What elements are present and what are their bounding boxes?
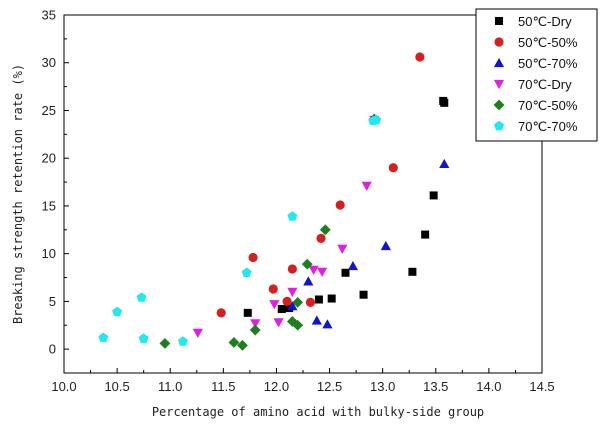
data-point (241, 267, 252, 277)
data-point (380, 240, 391, 251)
data-point (250, 319, 261, 329)
data-point (112, 306, 123, 317)
y-tick-label: 15 (42, 198, 56, 213)
data-point (308, 265, 319, 275)
legend-label: 70℃-50% (518, 98, 578, 113)
legend-marker (494, 37, 504, 47)
x-tick-label: 10.5 (104, 379, 129, 394)
legend-box (475, 8, 598, 142)
data-point (429, 191, 438, 200)
data-point (237, 339, 248, 351)
data-point (303, 276, 314, 286)
data-point (439, 158, 450, 169)
legend-marker (493, 79, 505, 90)
data-point (305, 297, 316, 307)
data-point (337, 244, 348, 254)
data-point (287, 301, 298, 311)
y-tick-label: 10 (42, 246, 56, 261)
data-point (311, 315, 322, 325)
data-point (243, 308, 252, 317)
y-tick-label: 35 (42, 8, 56, 23)
data-point (301, 258, 313, 270)
x-tick-label: 10.0 (51, 379, 76, 394)
data-point (341, 268, 350, 277)
data-point (314, 295, 323, 304)
x-tick-label: 13.0 (370, 379, 395, 394)
legend-label: 50℃-70% (518, 56, 578, 71)
data-point (292, 319, 304, 331)
series-2 (287, 158, 450, 329)
data-point (248, 252, 258, 263)
data-point (98, 332, 109, 342)
data-point (277, 305, 286, 314)
y-tick-label: 20 (42, 151, 56, 166)
data-point (138, 333, 149, 343)
data-point (316, 233, 326, 243)
data-point (317, 267, 328, 277)
plot-frame (63, 14, 543, 374)
legend-label: 70℃-70% (518, 119, 578, 134)
x-tick-label: 12.0 (264, 379, 289, 394)
data-point (192, 328, 203, 339)
legend-marker (493, 99, 505, 111)
legend-label: 50℃-Dry (518, 14, 572, 29)
data-point (408, 267, 417, 276)
data-point (371, 114, 382, 125)
series-4 (159, 113, 380, 351)
legend-label: 70℃-Dry (518, 77, 572, 92)
data-point (322, 319, 333, 329)
data-point (359, 290, 368, 299)
data-point (159, 338, 171, 349)
legend-marker (494, 120, 504, 131)
data-point (287, 211, 298, 221)
legend-label: 50℃-50% (518, 35, 578, 50)
data-point (292, 296, 304, 308)
legend-marker (493, 57, 505, 68)
data-point (287, 287, 298, 297)
data-point (319, 224, 331, 236)
data-point (287, 264, 297, 274)
data-point (388, 163, 398, 173)
series-3 (192, 115, 380, 339)
data-point (282, 296, 292, 306)
data-point (415, 52, 425, 62)
data-point (421, 230, 430, 239)
data-point (136, 292, 147, 302)
data-point (228, 337, 240, 348)
data-point (178, 336, 188, 346)
data-point (216, 308, 226, 318)
legend-marker (495, 17, 503, 25)
x-tick-label: 11.5 (211, 379, 235, 394)
series-1 (216, 52, 425, 318)
x-tick-label: 12.5 (317, 379, 342, 394)
data-point (440, 98, 449, 107)
data-point (327, 294, 336, 303)
y-axis-title: Breaking strength retention rate (%) (11, 64, 25, 324)
data-point (347, 260, 359, 271)
series-0 (243, 96, 449, 317)
data-point (268, 284, 278, 294)
data-point (269, 300, 280, 310)
x-tick-label: 14.5 (529, 379, 554, 394)
x-tick-label: 14.0 (476, 379, 501, 394)
y-tick-label: 5 (49, 294, 56, 309)
data-point (249, 324, 261, 336)
x-tick-label: 13.5 (423, 379, 448, 394)
y-tick-label: 25 (42, 103, 56, 118)
y-tick-label: 30 (42, 55, 56, 70)
x-axis-title: Percentage of amino acid with bulky-side… (152, 405, 484, 419)
data-point (273, 318, 284, 328)
data-point (361, 181, 372, 191)
series-5 (98, 114, 382, 346)
y-tick-label: 0 (49, 342, 56, 357)
data-point (335, 200, 345, 210)
x-tick-label: 11.0 (158, 379, 182, 394)
